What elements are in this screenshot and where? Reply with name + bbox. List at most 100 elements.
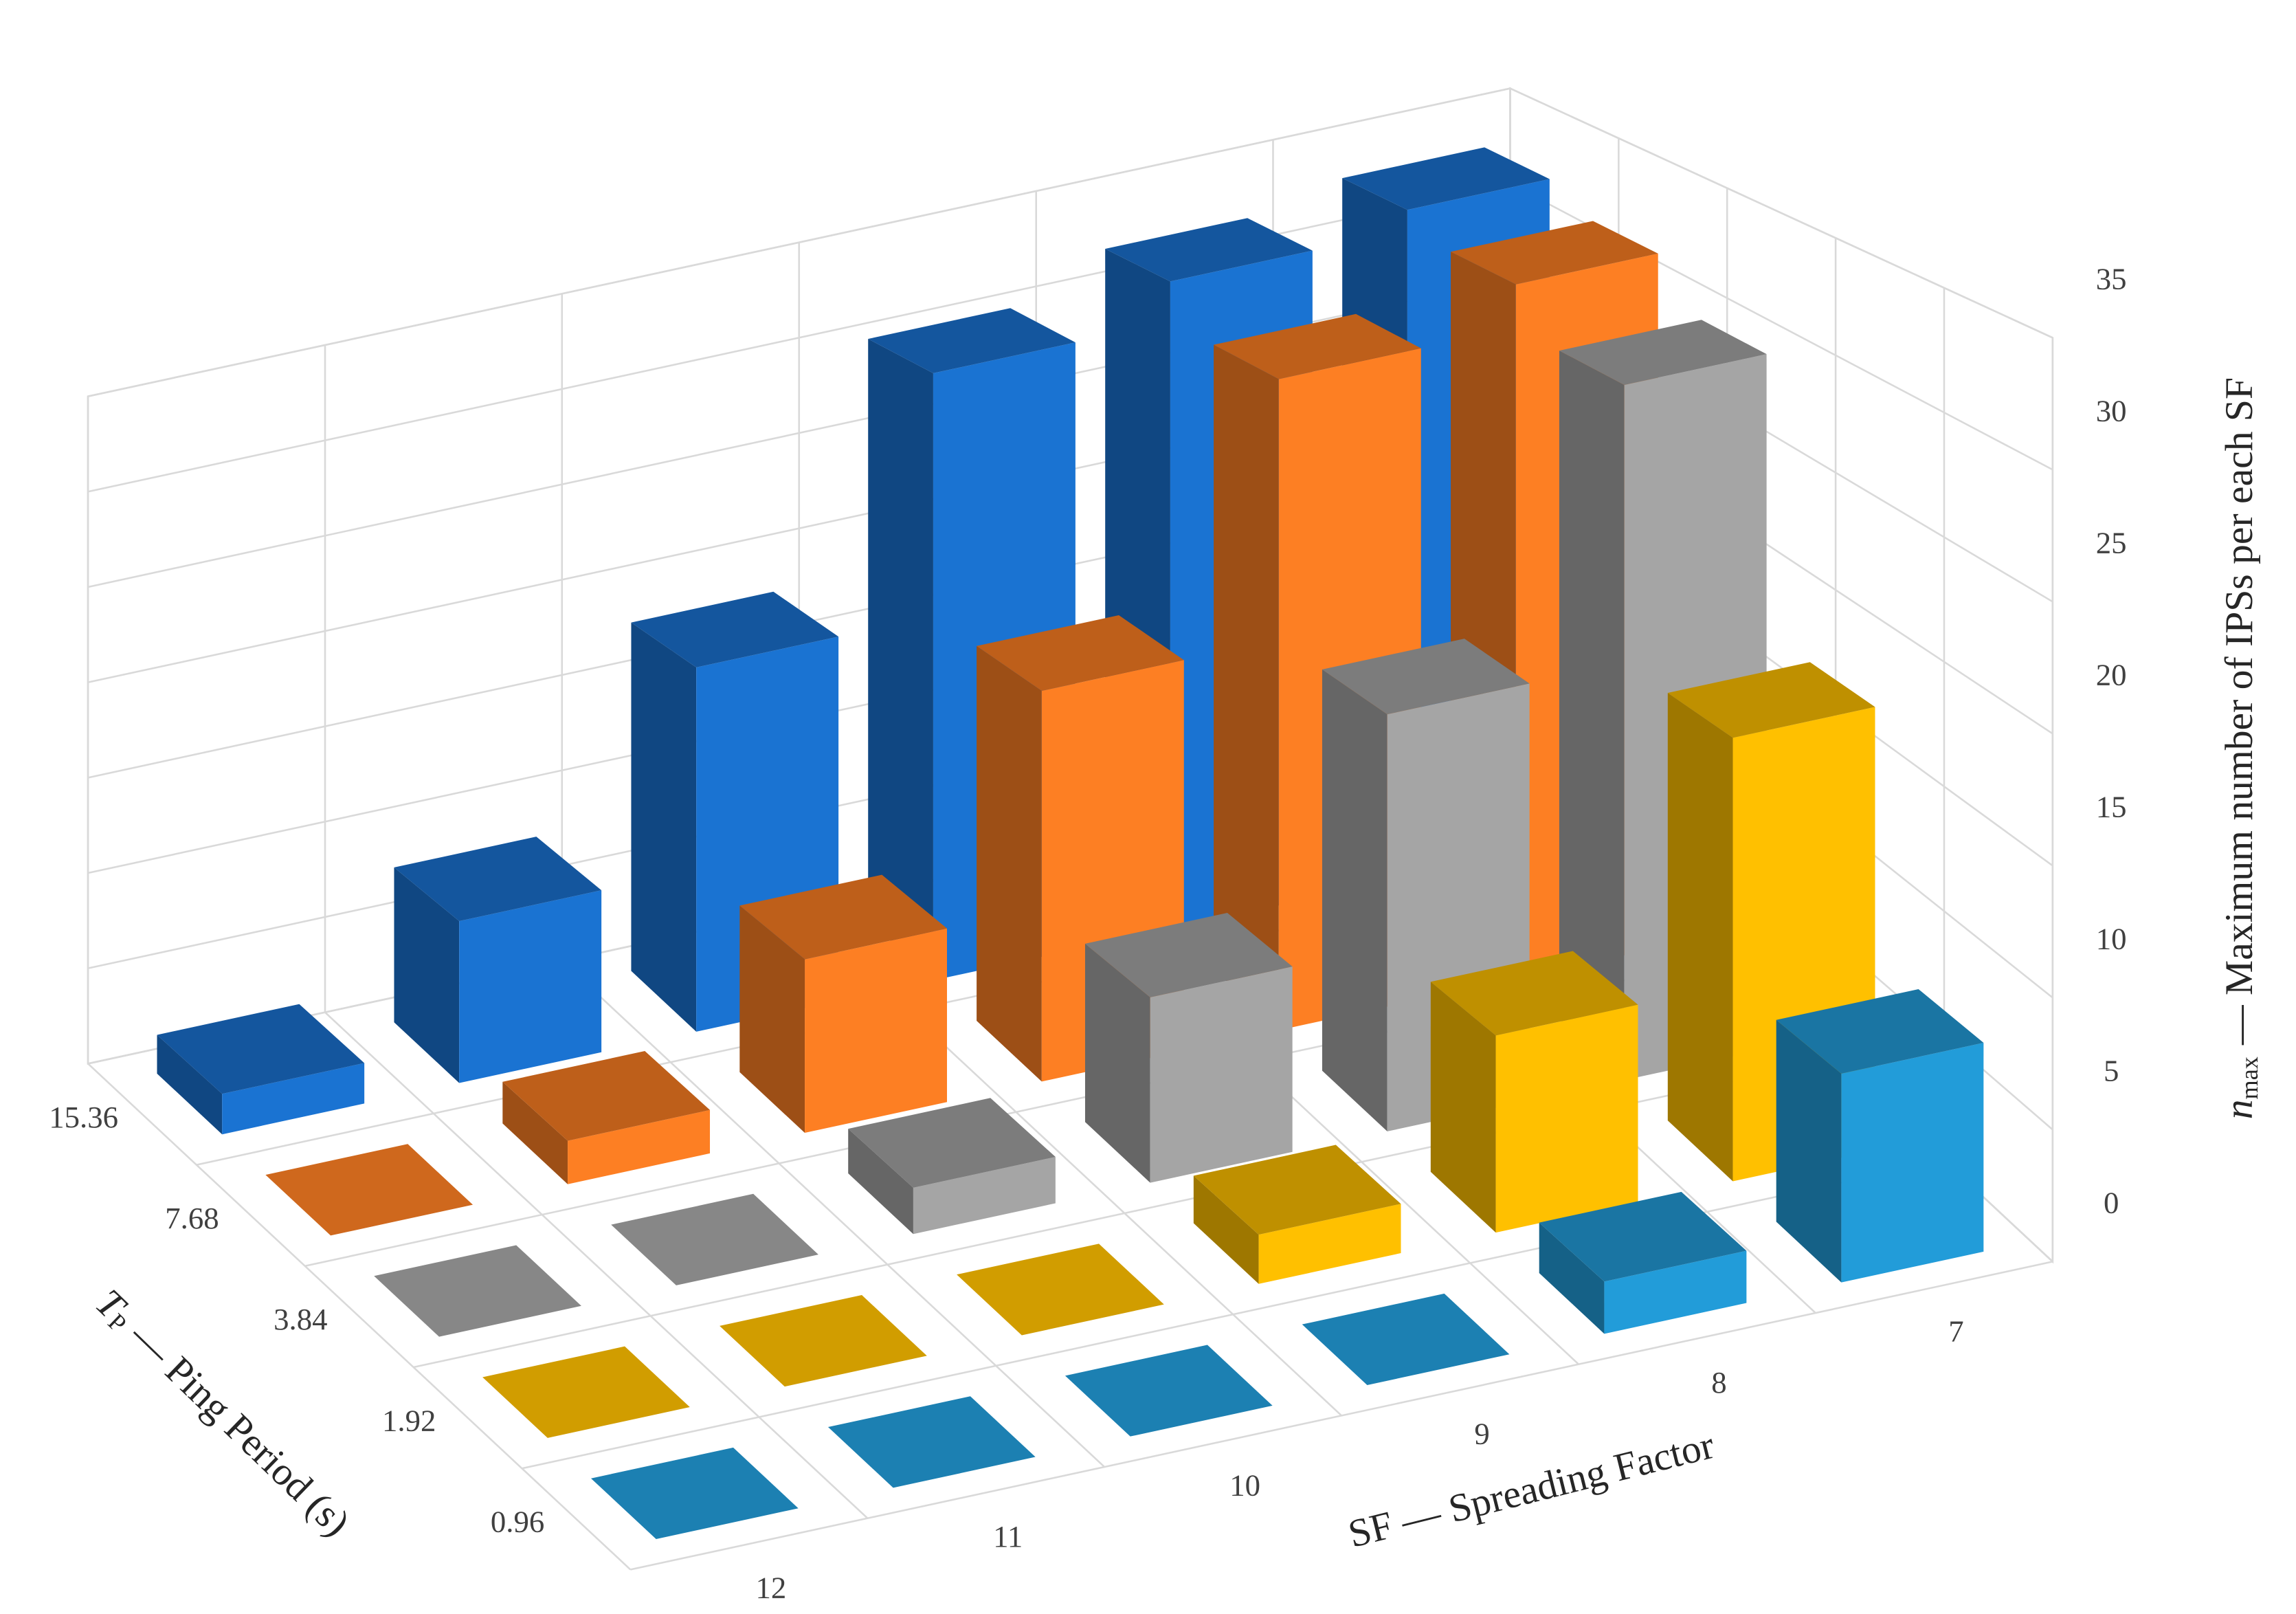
bar	[1065, 1345, 1273, 1437]
bar-top	[590, 1447, 799, 1540]
bar-side	[1193, 1175, 1259, 1284]
bar-front	[568, 1109, 711, 1184]
bar-side	[1559, 351, 1625, 1081]
bar-side	[1084, 943, 1150, 1183]
grid-line	[87, 87, 2053, 397]
bar-side	[1776, 1019, 1842, 1283]
bar-top	[611, 1193, 818, 1285]
bar-top	[1539, 1191, 1747, 1282]
y-text: — Maximum number of IPSs per each SF	[2218, 377, 2261, 1046]
bar	[1084, 913, 1293, 1183]
bar-top	[1559, 320, 1767, 385]
bar-side	[1430, 982, 1496, 1233]
bar-front	[805, 928, 948, 1134]
bar-side	[868, 338, 933, 981]
y-symbol: n	[2218, 1100, 2261, 1120]
bar-side	[394, 867, 460, 1083]
bar-top	[739, 874, 948, 960]
bar-top	[1105, 218, 1313, 282]
bar-side	[631, 622, 697, 1032]
bar-top	[502, 1051, 711, 1141]
y-tick-label: 35	[2096, 262, 2127, 296]
bar-top	[265, 1144, 473, 1236]
bar-side	[1322, 669, 1387, 1131]
bar-front	[1841, 1043, 1984, 1283]
bar-top	[157, 1004, 365, 1094]
y-tick-label: 30	[2096, 394, 2127, 428]
bar	[827, 1396, 1036, 1488]
bar	[590, 1447, 799, 1540]
series-label: 15.36	[49, 1100, 118, 1134]
y-tick-label: 10	[2096, 922, 2127, 956]
bar	[394, 837, 602, 1083]
bar	[1302, 1293, 1510, 1386]
bars	[157, 147, 1984, 1540]
bar-top	[1193, 1145, 1401, 1235]
y-axis-title: nmax — Maximum number of IPSs per each SF	[2218, 377, 2263, 1119]
series-label: 1.92	[382, 1403, 436, 1437]
bar-front	[1258, 1204, 1401, 1284]
bar-side	[977, 645, 1042, 1082]
bar-top	[1302, 1293, 1510, 1386]
series-label: 0.96	[491, 1505, 544, 1539]
bar-top	[374, 1245, 581, 1337]
bar-front	[1495, 1004, 1638, 1233]
bar	[1539, 1191, 1747, 1334]
x-tick-label: 8	[1711, 1365, 1726, 1400]
bar-front	[1604, 1250, 1747, 1334]
bar	[957, 1243, 1164, 1336]
bar-top	[720, 1295, 927, 1387]
bar-front	[913, 1157, 1056, 1235]
bar-front	[222, 1063, 365, 1135]
x-tick-label: 7	[1948, 1314, 1963, 1348]
bar-top	[957, 1243, 1164, 1336]
bar-side	[739, 905, 805, 1134]
bar-side	[848, 1129, 913, 1235]
bar-top	[848, 1098, 1056, 1188]
y-tick-label: 25	[2096, 526, 2127, 560]
bar-side	[157, 1035, 223, 1135]
bar	[482, 1346, 690, 1438]
x-tick-label: 11	[993, 1519, 1023, 1554]
x-axis-title: SF — Spreading Factor	[1344, 1424, 1719, 1556]
bar-top	[1065, 1345, 1273, 1437]
y-tick-label: 0	[2104, 1186, 2119, 1220]
bar-top	[1430, 951, 1638, 1036]
bar-top	[1084, 913, 1293, 997]
bar	[157, 1004, 365, 1135]
bar	[1776, 988, 1984, 1283]
bar	[739, 874, 948, 1134]
bar-top	[977, 615, 1184, 692]
bar	[1430, 951, 1638, 1233]
bar-top	[1667, 662, 1875, 738]
bar-top	[868, 308, 1075, 373]
bar-top	[1322, 639, 1530, 715]
bar	[720, 1295, 927, 1387]
x-tick-label: 10	[1229, 1468, 1260, 1502]
bar	[502, 1051, 711, 1184]
bar-top	[1214, 313, 1421, 379]
bar-top	[827, 1396, 1036, 1488]
bar-side	[1214, 344, 1279, 1030]
bar	[848, 1098, 1056, 1235]
y-tick-label: 15	[2096, 790, 2127, 824]
bar-top	[1342, 147, 1550, 210]
bar	[611, 1193, 818, 1285]
bar-side	[502, 1081, 568, 1184]
bar-top	[1776, 988, 1984, 1074]
bar	[374, 1245, 581, 1337]
x-tick-label: 9	[1474, 1417, 1489, 1451]
series-label: 3.84	[274, 1302, 327, 1336]
y-subscript: max	[2236, 1057, 2263, 1099]
bar-top	[631, 591, 839, 667]
labels: 0 5 10 15 20 25 30 35 12 11 10 9 8 7 15.36 7.68 3.84 1.92…	[49, 262, 2126, 1605]
bar-top	[1451, 221, 1658, 285]
bar-top	[394, 837, 602, 921]
y-tick-label: 20	[2096, 658, 2127, 692]
x-tick-label: 12	[755, 1571, 786, 1605]
bar-top	[482, 1346, 690, 1438]
bar-side	[1539, 1222, 1605, 1334]
bar-side	[1667, 693, 1733, 1182]
depth-text: — Ping Period (s)	[121, 1314, 358, 1545]
